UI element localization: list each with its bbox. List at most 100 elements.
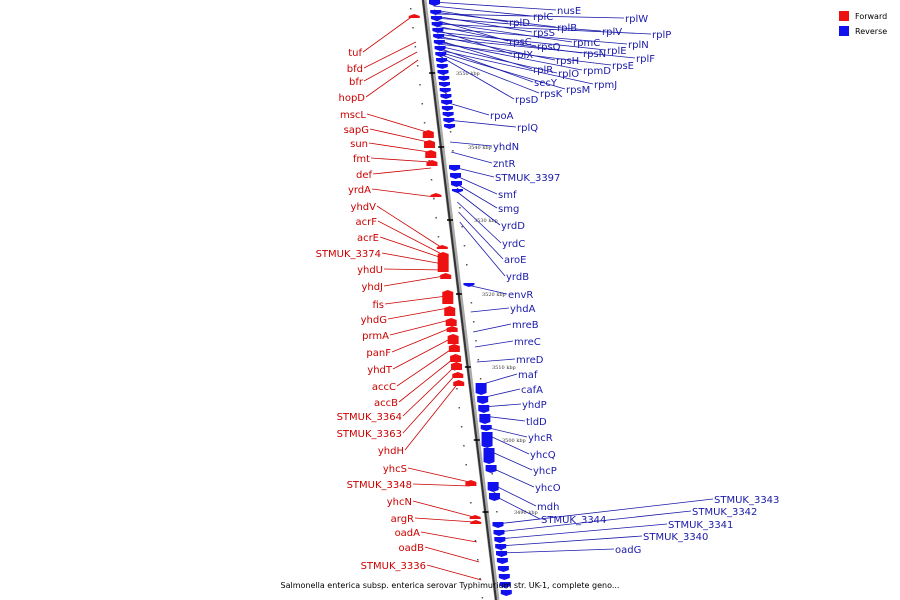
gene-block xyxy=(448,344,460,352)
label-connector xyxy=(500,548,615,554)
label-connector xyxy=(449,141,493,147)
track-dot xyxy=(493,492,496,494)
gene-label: STMUK_3341 xyxy=(668,520,733,531)
gene-label: rplE xyxy=(607,46,627,57)
gene-label: yhdT xyxy=(367,365,393,376)
gene-label: fis xyxy=(372,300,384,311)
label-connector xyxy=(499,535,643,547)
gene-block xyxy=(488,493,500,501)
tick-label: 3530 kbp xyxy=(474,218,498,224)
gene-label: mreB xyxy=(512,320,539,331)
track-dot xyxy=(461,226,463,228)
gene-block xyxy=(480,425,492,431)
gene-block xyxy=(426,160,438,166)
gene-block xyxy=(447,334,459,344)
label-connector xyxy=(370,157,431,163)
gene-block xyxy=(500,590,512,596)
label-connector xyxy=(476,358,516,363)
label-connector xyxy=(474,340,514,348)
track-dot xyxy=(470,302,473,304)
gene-block xyxy=(432,28,444,33)
label-connector xyxy=(455,190,501,226)
gene-label: mreC xyxy=(514,337,541,348)
gene-label: STMUK_3340 xyxy=(643,532,708,543)
label-connector xyxy=(363,51,418,82)
gene-label: panF xyxy=(366,348,391,359)
gene-block xyxy=(436,64,448,69)
gene-label: rpmJ xyxy=(594,80,617,91)
gene-label: aroE xyxy=(504,255,526,266)
label-connector xyxy=(398,357,455,403)
track-dot xyxy=(456,188,459,190)
gene-label: yhdH xyxy=(378,446,404,457)
gene-block xyxy=(446,326,458,332)
track-dot xyxy=(479,578,481,580)
track-dot xyxy=(416,65,419,67)
track-dot xyxy=(505,587,507,589)
tick-label: 3490 kbp xyxy=(514,510,538,516)
gene-label: mdh xyxy=(537,502,559,513)
label-connector xyxy=(454,182,498,209)
caption: Salmonella enterica subsp. enterica sero… xyxy=(281,581,620,590)
gene-label: prmA xyxy=(362,331,389,342)
label-connector xyxy=(496,498,714,525)
gene-label: rpsQ xyxy=(537,42,561,53)
gene-label: rpmC xyxy=(573,38,600,49)
gene-block xyxy=(408,14,420,18)
gene-block xyxy=(429,0,440,6)
label-connector xyxy=(363,41,417,69)
gene-label: rpoA xyxy=(490,111,514,122)
gene-label: yhcP xyxy=(533,466,557,477)
gene-label: cafA xyxy=(521,385,543,396)
track-dot xyxy=(477,559,479,561)
label-connector xyxy=(402,373,457,434)
label-connector xyxy=(436,27,628,45)
label-connector xyxy=(383,268,444,271)
gene-block xyxy=(437,70,449,75)
label-connector xyxy=(387,307,449,320)
label-connector xyxy=(362,15,413,53)
track-dot xyxy=(449,131,452,133)
gene-label: nusE xyxy=(557,6,581,17)
gene-label: yrdA xyxy=(348,185,371,196)
track-dot xyxy=(412,27,414,29)
gene-label: STMUK_3364 xyxy=(337,412,402,423)
gene-block xyxy=(478,405,490,413)
gene-label: STMUK_3343 xyxy=(714,495,779,506)
gene-label: rpsE xyxy=(612,61,634,72)
track-dot xyxy=(435,217,437,219)
gene-label: rpmD xyxy=(583,66,611,77)
track-dot xyxy=(496,511,498,513)
gene-label: bfd xyxy=(347,64,363,75)
label-connector xyxy=(438,43,612,66)
gene-label: smf xyxy=(498,190,517,201)
track-dot xyxy=(463,445,465,447)
gene-label: mscL xyxy=(340,110,366,121)
label-connector xyxy=(453,174,498,195)
label-connector xyxy=(372,167,432,175)
label-connector xyxy=(402,365,456,417)
gene-label: yhcR xyxy=(528,433,553,444)
gene-label: oadB xyxy=(399,543,425,554)
gene-block xyxy=(449,165,461,171)
gene-block xyxy=(437,252,449,272)
gene-label: rpsC xyxy=(509,37,532,48)
label-connector xyxy=(498,523,668,540)
track-dot xyxy=(419,84,421,86)
track-dot xyxy=(459,207,461,209)
label-connector xyxy=(485,433,530,455)
gene-label: secY xyxy=(534,78,558,89)
label-connector xyxy=(412,500,474,518)
label-connector xyxy=(470,307,510,313)
label-connector xyxy=(379,236,443,259)
label-connector xyxy=(434,13,625,19)
gene-label: accC xyxy=(372,382,396,393)
gene-block xyxy=(444,124,456,129)
gene-label: yhcS xyxy=(383,464,407,475)
gene-block xyxy=(451,181,463,187)
gene-blocks xyxy=(408,0,512,596)
gene-block xyxy=(442,112,454,117)
gene-block xyxy=(496,558,508,564)
legend: Forward Reverse xyxy=(839,11,887,36)
track-dot xyxy=(423,122,426,124)
